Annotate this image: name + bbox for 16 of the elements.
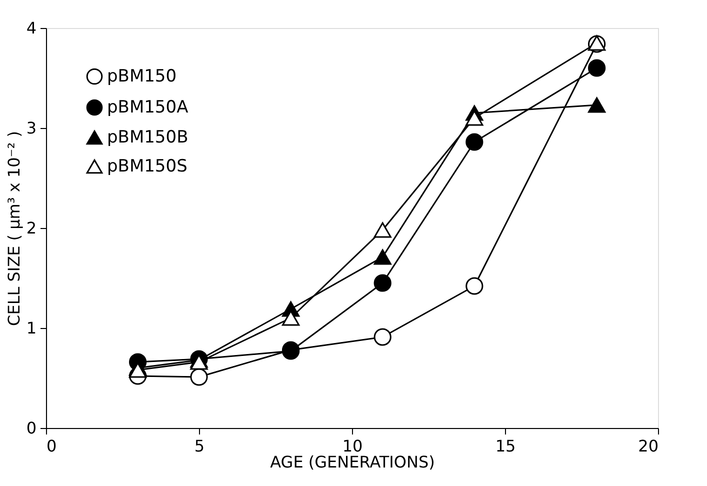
legend-label: pBM150B <box>107 128 188 148</box>
x-tick-label: 0 <box>46 436 57 456</box>
legend-label: pBM150S <box>107 156 188 176</box>
legend-label: pBM150 <box>107 66 177 86</box>
y-tick-label: 2 <box>26 218 36 238</box>
x-tick-label: 15 <box>495 436 516 456</box>
x-tick-label: 5 <box>194 436 205 456</box>
x-tick-label: 10 <box>342 436 363 456</box>
x-axis-title: AGE (GENERATIONS) <box>270 452 435 472</box>
y-tick-label: 0 <box>26 418 36 438</box>
y-axis-title: CELL SIZE ( μm³ x 10⁻² ) <box>4 131 24 326</box>
y-tick-label: 3 <box>26 118 36 138</box>
y-tick-label: 1 <box>26 318 36 338</box>
y-tick-label: 4 <box>26 18 36 38</box>
x-tick-label: 20 <box>638 436 658 456</box>
legend-label: pBM150A <box>107 98 189 118</box>
